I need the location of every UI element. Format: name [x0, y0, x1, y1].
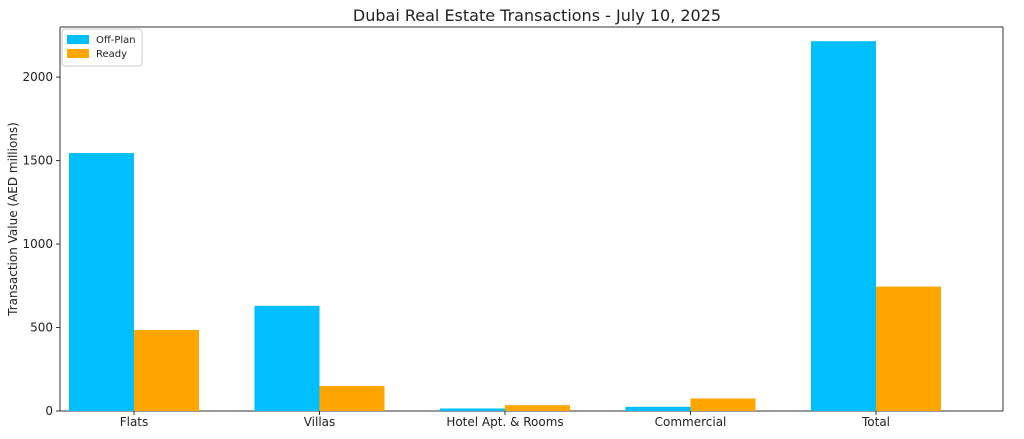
chart-title: Dubai Real Estate Transactions - July 10… [353, 6, 721, 25]
plot-area: 0 500 1000 1500 2000 Flats Villas Hotel Apt. & … [22, 26, 1004, 429]
bar-off-plan-flats [69, 153, 134, 411]
bar-off-plan-villas [254, 305, 320, 411]
legend-label: Ready [96, 49, 127, 60]
bar-off-plan-total [811, 41, 876, 411]
x-tick-label: Villas [304, 415, 336, 429]
bar-ready-total [876, 286, 941, 411]
bar-ready-villas [319, 385, 385, 411]
bar-ready-hotel-apt-rooms [505, 405, 570, 411]
x-tick-label: Flats [120, 415, 149, 429]
legend: Off-Plan Ready [61, 28, 143, 67]
legend-swatch [67, 49, 89, 58]
x-tick-label: Commercial [655, 415, 727, 429]
y-tick-label: 1000 [22, 237, 53, 251]
x-tick-label: Hotel Apt. & Rooms [446, 415, 563, 429]
legend-swatch [67, 35, 89, 44]
y-axis-label: Transaction Value (AED millions) [6, 122, 20, 317]
bar-ready-flats [134, 330, 199, 411]
bar-off-plan-commercial [625, 406, 691, 411]
y-tick-label: 2000 [22, 70, 53, 84]
y-tick-label: 500 [30, 321, 53, 335]
x-tick-label: Total [861, 415, 890, 429]
y-tick-label: 1500 [22, 154, 53, 168]
bar-off-plan-hotel-apt-rooms [440, 408, 505, 411]
y-tick-label: 0 [45, 404, 53, 418]
legend-label: Off-Plan [96, 35, 136, 46]
bar-ready-commercial [690, 398, 756, 411]
